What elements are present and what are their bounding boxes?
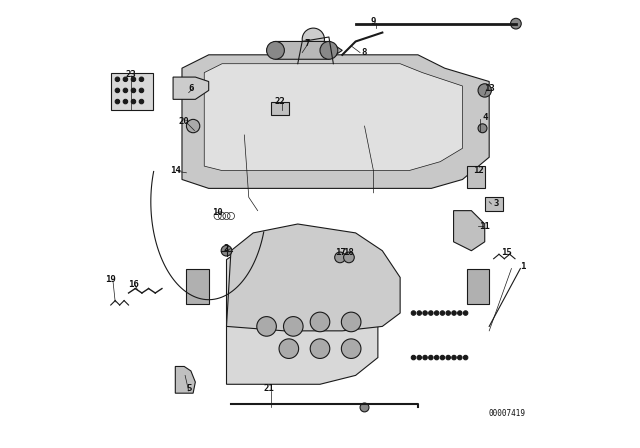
Text: 3: 3 [493, 199, 499, 208]
Polygon shape [484, 197, 502, 211]
Circle shape [320, 42, 338, 59]
Circle shape [423, 311, 428, 315]
Text: 11: 11 [479, 222, 490, 231]
Polygon shape [186, 268, 209, 304]
Text: 21: 21 [264, 384, 274, 393]
Circle shape [115, 77, 120, 82]
Circle shape [140, 77, 144, 82]
Circle shape [412, 355, 416, 360]
Circle shape [360, 403, 369, 412]
Text: 20: 20 [179, 117, 189, 126]
Polygon shape [227, 237, 378, 384]
Circle shape [335, 252, 346, 263]
Circle shape [429, 311, 433, 315]
Text: 16: 16 [127, 280, 138, 289]
Circle shape [257, 317, 276, 336]
Circle shape [463, 355, 468, 360]
Circle shape [140, 99, 144, 104]
Circle shape [267, 42, 284, 59]
Polygon shape [454, 211, 484, 251]
Polygon shape [227, 224, 400, 331]
Circle shape [463, 311, 468, 315]
Circle shape [310, 312, 330, 332]
Circle shape [435, 355, 439, 360]
Circle shape [446, 311, 451, 315]
Circle shape [115, 88, 120, 93]
Circle shape [124, 77, 127, 82]
Circle shape [412, 311, 416, 315]
Circle shape [417, 355, 422, 360]
Circle shape [452, 355, 456, 360]
Polygon shape [173, 77, 209, 99]
Circle shape [417, 311, 422, 315]
Text: 6: 6 [188, 84, 193, 93]
Text: 1: 1 [520, 262, 525, 271]
Circle shape [446, 355, 451, 360]
Circle shape [131, 77, 136, 82]
Circle shape [131, 99, 136, 104]
Text: 9: 9 [371, 17, 376, 26]
Circle shape [478, 84, 492, 97]
Text: 13: 13 [484, 84, 495, 93]
Circle shape [458, 355, 462, 360]
Polygon shape [467, 268, 489, 304]
Text: 5: 5 [186, 384, 191, 393]
Circle shape [124, 99, 127, 104]
Polygon shape [467, 166, 484, 188]
Text: 2: 2 [224, 244, 229, 253]
Text: 8: 8 [362, 48, 367, 57]
Polygon shape [175, 366, 195, 393]
Text: 00007419: 00007419 [488, 409, 525, 418]
Circle shape [124, 88, 127, 93]
Text: 4: 4 [482, 112, 488, 122]
Polygon shape [204, 64, 463, 171]
Circle shape [310, 339, 330, 358]
Text: 23: 23 [125, 70, 136, 79]
Circle shape [440, 311, 445, 315]
Circle shape [115, 99, 120, 104]
FancyBboxPatch shape [111, 73, 153, 111]
Circle shape [140, 88, 144, 93]
Text: 18: 18 [344, 249, 355, 258]
Circle shape [511, 18, 521, 29]
Circle shape [435, 311, 439, 315]
Circle shape [302, 28, 324, 50]
Circle shape [452, 311, 456, 315]
Text: 19: 19 [106, 275, 116, 284]
Polygon shape [271, 102, 289, 115]
Circle shape [221, 246, 232, 256]
Text: 15: 15 [502, 249, 513, 258]
Circle shape [284, 317, 303, 336]
Text: 10: 10 [212, 208, 223, 217]
Text: 22: 22 [275, 97, 285, 106]
Polygon shape [275, 42, 342, 59]
Text: 17: 17 [335, 249, 346, 258]
Text: 12: 12 [473, 166, 483, 175]
Circle shape [423, 355, 428, 360]
Circle shape [458, 311, 462, 315]
Circle shape [131, 88, 136, 93]
Circle shape [440, 355, 445, 360]
Circle shape [478, 124, 487, 133]
Circle shape [341, 339, 361, 358]
Text: 14: 14 [170, 166, 180, 175]
Text: 7: 7 [304, 39, 309, 48]
Circle shape [341, 312, 361, 332]
Circle shape [429, 355, 433, 360]
Polygon shape [182, 55, 489, 188]
Circle shape [344, 252, 355, 263]
Circle shape [279, 339, 299, 358]
Circle shape [186, 119, 200, 133]
